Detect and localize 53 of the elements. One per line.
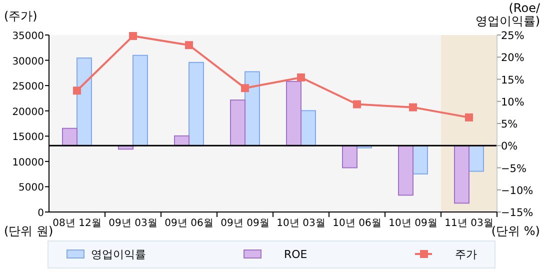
x-tick-label: 09년 06월: [164, 218, 214, 229]
bar: [398, 145, 414, 196]
x-tick-label: 10년 09월: [388, 218, 438, 229]
legend-label: 영업이익률: [91, 248, 146, 261]
x-tick-label: 10년 03월: [276, 218, 326, 229]
bar: [230, 100, 246, 146]
y-tick-label: 35000: [12, 31, 44, 42]
y2-tick-label: 5%: [501, 118, 518, 130]
y2-tick-label: 20%: [501, 52, 524, 64]
point: [241, 84, 249, 92]
point: [297, 73, 305, 82]
bar: [62, 128, 78, 146]
point: [409, 103, 417, 112]
y2-tick-label: −10%: [501, 184, 534, 197]
bar: [132, 54, 148, 146]
bar: [412, 145, 428, 174]
bar: [286, 80, 302, 146]
bar: [300, 110, 316, 146]
y-axis-title: (주가): [4, 9, 38, 23]
x-tick-label: 10년 06월: [332, 218, 382, 229]
legend-label: ROE: [284, 248, 308, 261]
y-tick-label: 25000: [12, 82, 44, 93]
y2-tick-label: −5%: [501, 162, 526, 175]
bar: [76, 58, 92, 146]
bar: [244, 71, 260, 146]
point: [465, 113, 473, 122]
bar: [468, 145, 484, 172]
point: [129, 32, 137, 40]
x-tick-label: 08년 12월: [52, 218, 102, 229]
bar: [342, 145, 358, 168]
y-tick-label: 20000: [12, 106, 44, 118]
y2-tick-label: −15%: [501, 207, 534, 219]
y-tick-label: 15000: [12, 132, 44, 144]
text: (단위 %): [491, 224, 540, 238]
point: [73, 86, 81, 95]
text: (단위 원): [4, 224, 54, 238]
bar: [188, 62, 204, 146]
y2-axis-title: (Roe/ 영업이익률): [475, 1, 541, 28]
y-tick-label: 10000: [12, 157, 44, 168]
y-tick-label: 5000: [18, 182, 44, 194]
bar: [454, 145, 470, 204]
point: [353, 100, 361, 108]
y2-tick-label: 10%: [501, 96, 524, 108]
y-tick-label: 0: [38, 208, 44, 219]
y-tick-label: 30000: [12, 56, 44, 68]
x-tick-label: 09년 09월: [220, 218, 270, 229]
y2-tick-label: 15%: [501, 74, 524, 86]
y2-tick-label: 0%: [501, 140, 518, 153]
legend-label: 주가: [455, 248, 477, 261]
point: [185, 41, 193, 50]
x-tick-label: 11년 03월: [444, 218, 494, 229]
y2-tick-label: 25%: [501, 30, 524, 42]
x-tick-label: 09년 03월: [108, 218, 158, 229]
